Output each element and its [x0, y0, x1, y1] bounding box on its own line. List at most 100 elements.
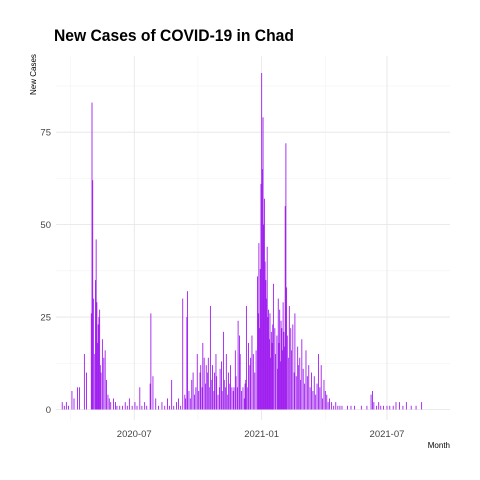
bar [155, 398, 157, 410]
bar [201, 387, 203, 410]
bar [218, 387, 220, 410]
bar [106, 379, 107, 410]
bar [380, 405, 382, 410]
bar [99, 309, 101, 410]
bar [255, 350, 257, 410]
bar [99, 365, 101, 410]
bar [189, 398, 191, 410]
bar [79, 387, 80, 410]
bar [122, 405, 123, 410]
bar [231, 387, 233, 410]
bar [225, 387, 227, 410]
bar [216, 376, 218, 410]
bar [284, 206, 286, 410]
bar [399, 402, 400, 410]
bar [203, 357, 205, 410]
bar [149, 383, 151, 410]
bar [305, 350, 307, 410]
bar [110, 402, 112, 410]
bar [274, 328, 276, 410]
bar [249, 365, 251, 410]
bar [221, 391, 223, 410]
bar [270, 357, 272, 410]
bar [281, 328, 283, 410]
bar [262, 117, 264, 410]
bar [247, 387, 249, 410]
bar [227, 372, 229, 410]
bar [301, 339, 303, 410]
bar [282, 302, 284, 410]
bar [173, 405, 175, 410]
bar [294, 313, 296, 410]
bar [169, 405, 171, 410]
bar [306, 376, 308, 410]
bar [254, 372, 256, 410]
bar [86, 372, 87, 410]
bar [293, 372, 295, 410]
bar [341, 405, 343, 410]
bar [235, 376, 237, 410]
bar [279, 309, 281, 410]
bar [234, 350, 236, 410]
bar [313, 376, 315, 410]
bar [187, 291, 189, 410]
bar [329, 398, 330, 410]
bar [77, 387, 78, 410]
bar [299, 379, 301, 410]
bar [285, 143, 287, 410]
bar [405, 402, 407, 410]
bar [182, 298, 184, 410]
bar [258, 243, 260, 410]
bar [322, 398, 324, 410]
bar [292, 324, 294, 410]
bar [320, 365, 322, 410]
bar [317, 354, 319, 410]
bar [259, 328, 261, 410]
y-tick-label: 25 [40, 313, 51, 324]
bar [103, 357, 105, 410]
bar [196, 354, 198, 410]
bar [283, 331, 285, 410]
bar [94, 354, 96, 410]
bar [268, 309, 270, 410]
bar [323, 379, 325, 410]
bar [101, 339, 103, 410]
bar [264, 261, 266, 410]
bar [90, 313, 92, 410]
bar [202, 342, 204, 410]
bar [286, 287, 288, 410]
bar [386, 405, 388, 410]
bar [223, 379, 225, 410]
bar [119, 405, 121, 410]
bar [141, 405, 143, 410]
bar [65, 402, 67, 410]
y-axis-ticks: 0 25 50 75 [40, 128, 51, 416]
bar [95, 239, 97, 410]
bar [290, 328, 292, 410]
bar [192, 372, 194, 410]
bar [284, 346, 285, 410]
bar [252, 354, 254, 410]
bar [275, 354, 276, 410]
y-tick-label: 75 [40, 128, 51, 139]
bar [236, 387, 238, 410]
bar [188, 391, 190, 410]
bar [225, 354, 227, 410]
bar [131, 405, 133, 410]
x-tick-label: 2020-07 [117, 429, 152, 440]
bar [276, 335, 278, 410]
bar [214, 372, 216, 410]
bar [280, 320, 282, 410]
bar [96, 302, 98, 410]
bar [257, 276, 258, 410]
bar [205, 365, 207, 410]
bar [421, 402, 423, 410]
bar [250, 357, 252, 410]
bar [272, 283, 274, 410]
bar [373, 402, 375, 410]
bar [63, 405, 65, 410]
bar [297, 365, 299, 410]
bar [185, 398, 186, 410]
bar [97, 342, 98, 410]
bar [239, 335, 240, 410]
